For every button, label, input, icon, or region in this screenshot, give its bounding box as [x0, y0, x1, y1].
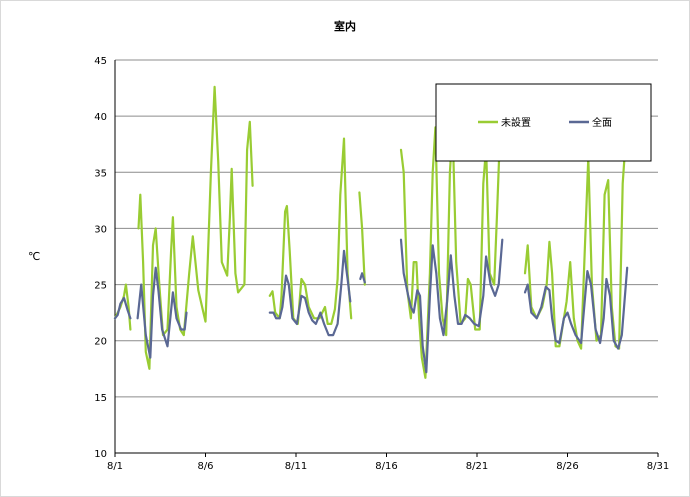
x-tick-label: 8/31	[647, 461, 669, 472]
series-line-0	[137, 85, 254, 370]
x-tick-label: 8/16	[375, 461, 397, 472]
legend-label-1: 全面	[592, 116, 612, 129]
x-tick-label: 8/6	[197, 461, 213, 472]
series-line-1	[136, 266, 188, 359]
x-tick-label: 8/21	[466, 461, 488, 472]
y-tick-label: 30	[94, 224, 107, 235]
series-line-1	[113, 296, 132, 320]
chart-title: 室内	[334, 20, 356, 33]
legend-label-0: 未設置	[501, 116, 531, 129]
y-tick-label: 25	[94, 281, 107, 292]
y-tick-label: 40	[94, 112, 107, 123]
tick-labels: 10 15 20 25 30 35 40 45 8/1 8/6 8/11 8/16 8/21 8/26 8/…	[94, 56, 669, 472]
series-line-1	[523, 266, 629, 350]
series-line-1	[268, 249, 352, 337]
y-tick-label: 20	[94, 337, 107, 348]
x-tick-label: 8/11	[285, 461, 307, 472]
y-tick-label: 45	[94, 56, 107, 67]
legend: 未設置 全面	[435, 83, 652, 162]
series-line-0	[358, 191, 366, 286]
x-tick-label: 8/26	[556, 461, 578, 472]
legend-box	[435, 83, 652, 162]
series-line-0	[268, 137, 353, 325]
series-line-1	[359, 272, 366, 284]
y-tick-label: 10	[94, 449, 107, 460]
series-line-1	[399, 238, 504, 374]
y-tick-label: 35	[94, 168, 107, 179]
y-axis-label: ℃	[28, 250, 41, 263]
series-line-0	[113, 283, 132, 331]
x-tick-label: 8/1	[107, 461, 123, 472]
y-tick-label: 15	[94, 393, 107, 404]
